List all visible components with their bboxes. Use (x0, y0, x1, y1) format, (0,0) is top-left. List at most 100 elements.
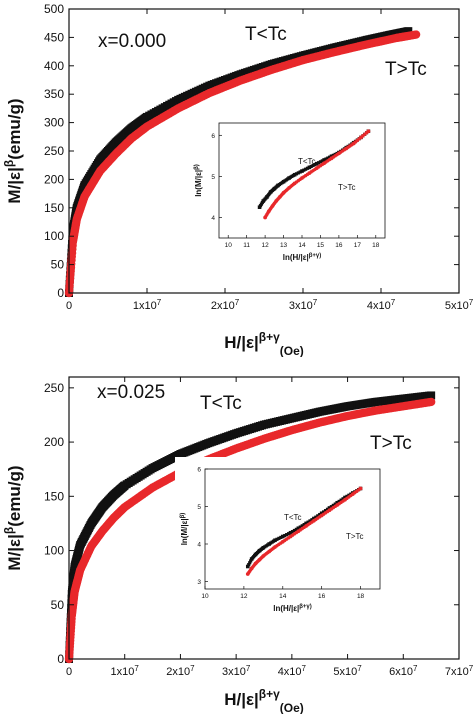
inset-data-point-fill (275, 184, 279, 188)
inset-data-point-fill (260, 200, 264, 205)
inset-x-tick-label: 16 (335, 242, 343, 249)
inset-data-point-fill (350, 143, 354, 147)
inset-y-tick-label: 3 (197, 579, 201, 586)
inset-data-point-fill (311, 163, 315, 168)
inset-data-point (343, 495, 347, 500)
y-tick-label: 300 (44, 116, 64, 130)
inset-x-tick-label: 12 (261, 242, 269, 249)
inset-data-point-fill (292, 528, 297, 533)
inset-data-point-fill (318, 515, 322, 519)
plot-frame (68, 376, 460, 660)
inset-data-point-fill (317, 161, 321, 165)
inset-data-point-fill (308, 519, 312, 523)
x-tick-label: 7x107 (445, 664, 474, 679)
inset-data-point (322, 158, 326, 162)
inset-data-point-fill (291, 182, 295, 187)
inset-data-point-fill (342, 147, 347, 152)
inset-data-point (300, 169, 304, 173)
inset-data-point-fill (260, 555, 265, 559)
inset-data-point-fill (318, 160, 323, 164)
inset-data-point (335, 500, 340, 505)
y-tick-label: 150 (44, 201, 64, 215)
inset-x-tick-label: 17 (354, 242, 362, 249)
inset-x-tick-label: 11 (243, 242, 250, 249)
inset-series-above-tc (263, 129, 371, 220)
inset-data-point-fill (269, 205, 274, 209)
y-tick-label: 500 (44, 2, 64, 16)
inset-data-point-fill (305, 166, 310, 170)
inset-data-point-fill (305, 172, 310, 177)
y-tick-label: 0 (57, 652, 64, 666)
label-below-tc: T<Tc (245, 24, 287, 45)
inset-data-point-fill (285, 533, 289, 537)
inset-data-point-fill (286, 536, 291, 540)
inset-data-point-fill (328, 155, 332, 159)
y-tick-label: 400 (44, 59, 64, 73)
label-below-tc: T<Tc (200, 393, 242, 414)
composition-label: x=0.025 (97, 382, 165, 403)
inset-data-point (280, 534, 285, 539)
inset-data-point-fill (333, 502, 337, 506)
inset-data-point-fill (268, 191, 272, 195)
series-below-tc (65, 391, 436, 663)
inset-data-point-fill (323, 509, 328, 513)
inset-data-point-fill (341, 497, 345, 501)
inset-data-point-fill (306, 520, 310, 524)
inset-data-point-fill (280, 181, 284, 185)
inset-data-point (329, 154, 334, 159)
inset-x-tick-label: 18 (372, 242, 380, 249)
inset-data-point-fill (298, 177, 302, 182)
inset-frame (204, 468, 381, 590)
chart-panel-x0000: 0 50 100 150 200 250 300 350 400 450 500 0 1x107 2x10… (0, 0, 474, 358)
inset-data-point (245, 564, 250, 569)
inset-label-below-tc: T<Tc (284, 513, 302, 522)
inset-data-point-fill (320, 162, 324, 167)
inset-x-tick-label: 10 (201, 593, 209, 600)
x-tick-label: 2x107 (166, 664, 195, 679)
x-tick-label: 0 (66, 300, 72, 312)
inset-data-point (307, 165, 312, 170)
inset-data-point-fill (266, 543, 270, 547)
x-tick-label: 3x107 (222, 664, 251, 679)
inset-data-point (296, 526, 301, 531)
y-tick-label: 250 (44, 381, 64, 395)
inset-data-point-fill (313, 167, 317, 172)
inset-data-point-fill (313, 162, 317, 167)
inset-y-tick-label: 5 (197, 504, 201, 511)
inset-data-point-fill (291, 173, 295, 178)
inset-x-tick-label: 16 (318, 593, 326, 600)
y-tick-label: 150 (44, 489, 64, 503)
inset-data-point-fill (357, 137, 361, 141)
inset-y-tick-label: 6 (211, 133, 215, 140)
y-tick-label: 350 (44, 87, 64, 101)
inset-data-point-fill (300, 524, 304, 528)
inset-data-point-fill (309, 164, 313, 169)
inset-data-point-fill (341, 499, 345, 503)
inset-y-tick-label: 4 (211, 215, 215, 222)
inset-data-point-fill (248, 568, 253, 572)
x-axis-label: H/|ε|β+γ(Oe) (224, 330, 304, 357)
inset-data-point (327, 506, 332, 510)
inset-plot: 10 12 14 16 18 3 4 5 6 ln(H/|ε|β+γ) ln(M/|ε|β) T<Tc… (175, 457, 392, 623)
data-point (411, 30, 421, 39)
y-tick-label: 0 (57, 286, 64, 300)
inset-data-point (319, 511, 324, 516)
label-above-tc: T>Tc (385, 59, 427, 80)
x-tick-label: 3x107 (289, 298, 318, 313)
y-tick-label: 200 (44, 435, 64, 449)
y-tick-label: 450 (44, 30, 64, 44)
inset-y-axis-label: ln(M/|ε|β) (180, 513, 189, 546)
inset-data-point-fill (275, 537, 279, 541)
inset-label-above-tc: T>Tc (346, 532, 364, 541)
x-tick-label: 5x107 (333, 664, 362, 679)
inset-data-point-fill (331, 153, 335, 157)
x-tick-label: 5x107 (445, 298, 474, 313)
inset-data-point-fill (279, 541, 283, 545)
inset-data-point-fill (252, 554, 257, 558)
inset-data-point-fill (310, 520, 314, 524)
x-tick-label: 6x107 (389, 664, 418, 679)
inset-x-tick-label: 15 (317, 242, 325, 249)
inset-data-point-fill (294, 172, 299, 176)
inset-data-point (304, 521, 308, 526)
x-tick-label: 1x107 (133, 298, 162, 313)
